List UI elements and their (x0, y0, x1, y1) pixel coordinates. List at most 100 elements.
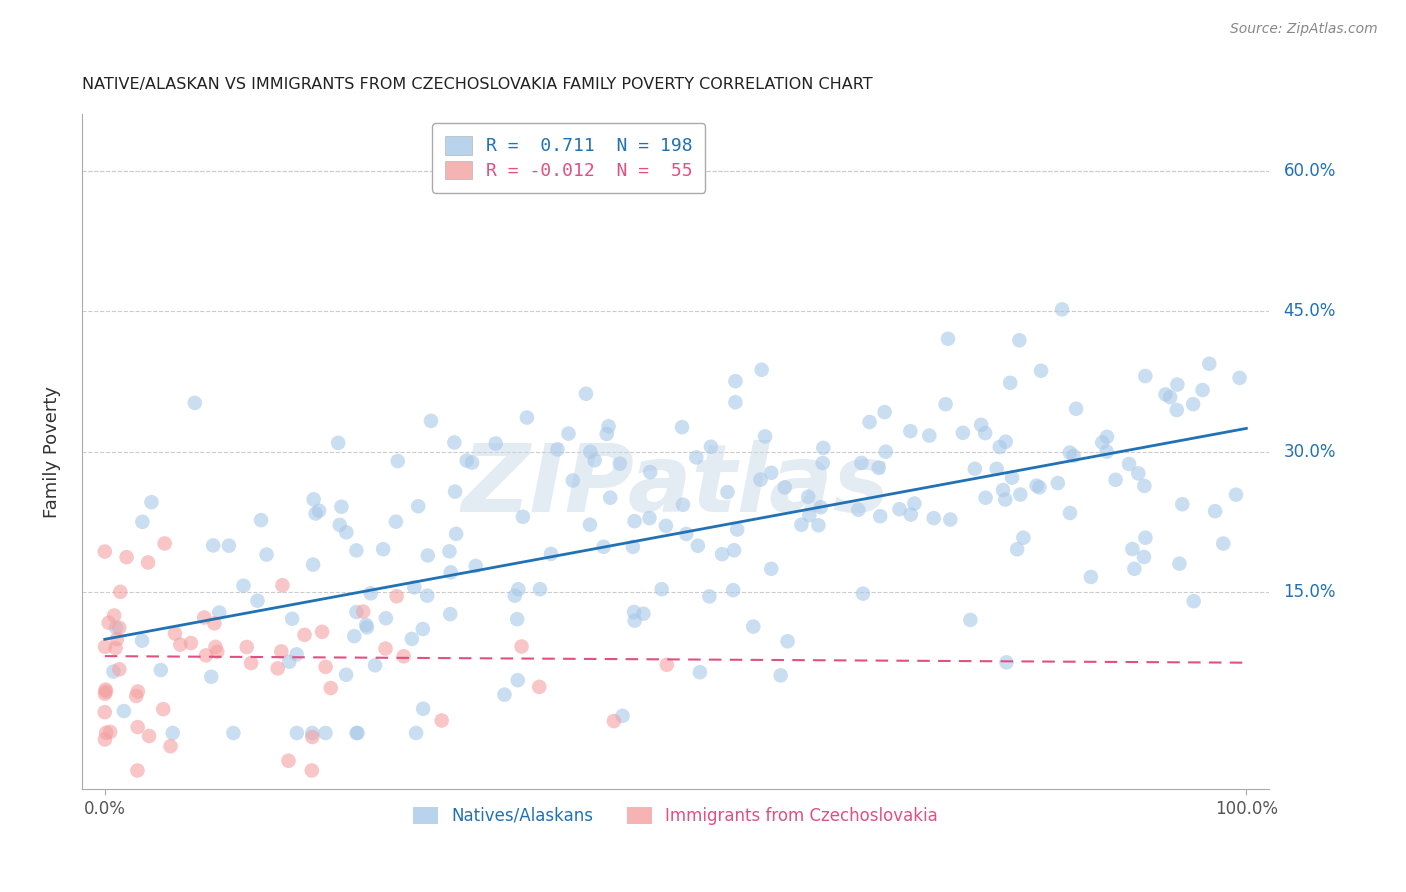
Point (149, 663, 172, 677)
Point (852, 586, 875, 600)
Point (655, 657, 678, 672)
Point (202, 616, 225, 631)
Point (723, 543, 745, 558)
Point (412, 622, 434, 636)
Point (385, 515, 408, 529)
Point (1154, 387, 1177, 401)
Point (112, 704, 135, 718)
Point (439, 607, 461, 621)
Point (1095, 444, 1118, 458)
Point (271, 578, 294, 592)
Point (285, 726, 308, 740)
Point (232, 579, 254, 593)
Point (125, 689, 148, 703)
Point (675, 527, 697, 541)
Point (94, 544, 117, 558)
Point (963, 462, 986, 476)
Point (373, 542, 395, 557)
Point (1064, 401, 1087, 416)
Point (141, 495, 163, 509)
Point (304, 507, 326, 521)
Point (1123, 562, 1146, 576)
Point (443, 435, 465, 450)
Point (959, 613, 981, 627)
Point (575, 386, 598, 401)
Point (579, 444, 602, 458)
Point (94, 687, 117, 701)
Point (561, 474, 583, 488)
Point (1012, 531, 1035, 545)
Point (1128, 467, 1150, 481)
Point (127, 720, 149, 734)
Point (301, 730, 323, 744)
Point (294, 628, 316, 642)
Point (461, 456, 484, 470)
Point (724, 395, 747, 409)
Point (506, 612, 529, 626)
Point (97, 615, 120, 630)
Point (749, 473, 772, 487)
Text: ZIPatlas: ZIPatlas (461, 440, 890, 532)
Point (1182, 397, 1205, 411)
Point (994, 492, 1017, 507)
Point (204, 640, 226, 654)
Point (769, 668, 792, 682)
Point (583, 453, 606, 467)
Point (319, 681, 342, 695)
Point (105, 621, 128, 635)
Point (970, 417, 993, 432)
Point (900, 508, 922, 522)
Point (412, 702, 434, 716)
Point (776, 634, 799, 648)
Point (405, 726, 427, 740)
Point (773, 480, 796, 494)
Point (1135, 369, 1157, 384)
Point (250, 513, 273, 527)
Point (1005, 542, 1028, 557)
Point (851, 456, 873, 470)
Point (869, 509, 891, 524)
Point (153, 536, 176, 550)
Point (301, 726, 323, 740)
Point (136, 556, 159, 570)
Point (94, 705, 117, 719)
Point (222, 726, 245, 740)
Point (810, 500, 832, 515)
Point (724, 374, 747, 388)
Point (94, 640, 117, 654)
Point (315, 726, 337, 740)
Point (444, 484, 467, 499)
Point (392, 649, 415, 664)
Point (440, 566, 463, 580)
Point (903, 497, 925, 511)
Point (103, 665, 125, 679)
Point (374, 611, 396, 625)
Point (94, 682, 117, 697)
Point (416, 549, 439, 563)
Point (939, 512, 962, 526)
Point (346, 726, 368, 740)
Text: Source: ZipAtlas.com: Source: ZipAtlas.com (1230, 22, 1378, 37)
Point (1008, 333, 1031, 347)
Point (579, 517, 602, 532)
Point (240, 656, 263, 670)
Point (208, 606, 231, 620)
Point (813, 441, 835, 455)
Point (152, 702, 174, 716)
Point (754, 429, 776, 443)
Point (108, 621, 131, 635)
Point (456, 453, 478, 467)
Point (270, 644, 292, 658)
Point (651, 582, 673, 597)
Point (311, 624, 333, 639)
Point (742, 619, 765, 633)
Point (761, 562, 783, 576)
Point (988, 440, 1011, 454)
Legend: Natives/Alaskans, Immigrants from Czechoslovakia: Natives/Alaskans, Immigrants from Czecho… (406, 800, 945, 831)
Point (623, 514, 645, 528)
Point (330, 500, 353, 514)
Point (1133, 479, 1156, 493)
Point (335, 525, 357, 540)
Point (94, 684, 117, 698)
Point (986, 462, 1008, 476)
